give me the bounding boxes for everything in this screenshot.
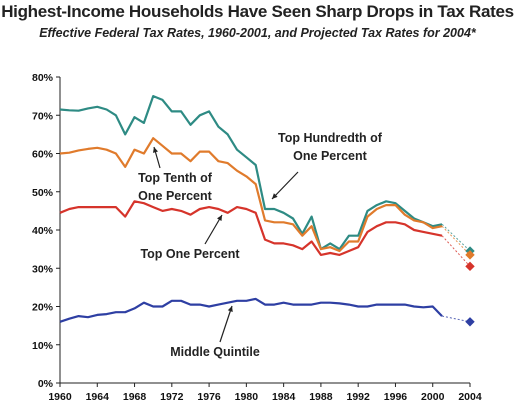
- projection-line-2: [441, 235, 471, 267]
- x-tick-label: 1996: [384, 391, 408, 403]
- y-tick-label: 70%: [32, 110, 54, 122]
- x-tick-label: 2004: [458, 391, 482, 403]
- x-tick-label: 1976: [197, 391, 221, 403]
- series-layer: [59, 94, 475, 327]
- y-tick-label: 0%: [38, 378, 54, 390]
- annotation-arrow-line: [271, 171, 299, 200]
- projection-marker-3: [465, 317, 475, 327]
- x-tick-label: 1968: [123, 391, 147, 403]
- y-tick-label: 60%: [32, 149, 54, 161]
- x-tick-label: 1960: [48, 391, 72, 403]
- y-tick-label: 40%: [32, 225, 54, 237]
- y-tick-label: 50%: [32, 187, 54, 199]
- chart-title: Highest-Income Households Have Seen Shar…: [1, 2, 514, 21]
- annotation-arrow-line: [219, 305, 233, 343]
- chart-subtitle: Effective Federal Tax Rates, 1960-2001, …: [39, 26, 476, 40]
- y-tick-label: 10%: [32, 340, 54, 352]
- annotation-arrow-head: [227, 306, 233, 312]
- projection-line-0: [441, 223, 471, 252]
- annotation-label: One Percent: [138, 189, 212, 203]
- x-tick-label: 1972: [160, 391, 184, 403]
- x-tick-label: 1992: [347, 391, 371, 403]
- series-line-1: [59, 137, 443, 253]
- series-line-0: [59, 94, 443, 251]
- annotation-label: Top One Percent: [140, 247, 240, 261]
- y-tick-label: 30%: [32, 263, 54, 275]
- annotation-arrow-head: [217, 215, 222, 221]
- projection-line-3: [441, 315, 471, 323]
- x-tick-label: 1980: [235, 391, 259, 403]
- annotation-label: Top Hundredth of: [278, 131, 383, 145]
- y-tick-label: 80%: [32, 72, 54, 84]
- projection-line-1: [441, 225, 471, 256]
- x-tick-label: 1964: [86, 391, 110, 403]
- x-tick-label: 2000: [421, 391, 445, 403]
- annotation-label: One Percent: [293, 149, 367, 163]
- annotation-0: Top Hundredth of One Percent: [271, 131, 383, 200]
- annotation-arrow-head: [272, 193, 278, 199]
- projection-marker-1: [465, 250, 475, 260]
- x-tick-label: 1988: [309, 391, 333, 403]
- series-line-2: [59, 200, 443, 256]
- axes: 0% 10% 20% 30% 40% 50% 60% 70% 80% 1960 1964 1968 19…: [32, 72, 482, 403]
- annotation-layer: Top Hundredth of One Percent Top Tenth of O…: [138, 131, 383, 359]
- annotation-label: Top Tenth of: [138, 171, 213, 185]
- y-tick-label: 20%: [32, 302, 54, 314]
- annotation-2: Top One Percent: [140, 214, 240, 261]
- series-line-3: [59, 297, 443, 323]
- annotation-arrow-line: [204, 214, 223, 245]
- annotation-label: Middle Quintile: [170, 345, 260, 359]
- annotation-arrow-head: [152, 147, 158, 153]
- projection-marker-2: [465, 261, 475, 272]
- x-tick-label: 1984: [272, 391, 296, 403]
- annotation-3: Middle Quintile: [170, 305, 260, 359]
- annotation-1: Top Tenth of One Percent: [138, 146, 213, 203]
